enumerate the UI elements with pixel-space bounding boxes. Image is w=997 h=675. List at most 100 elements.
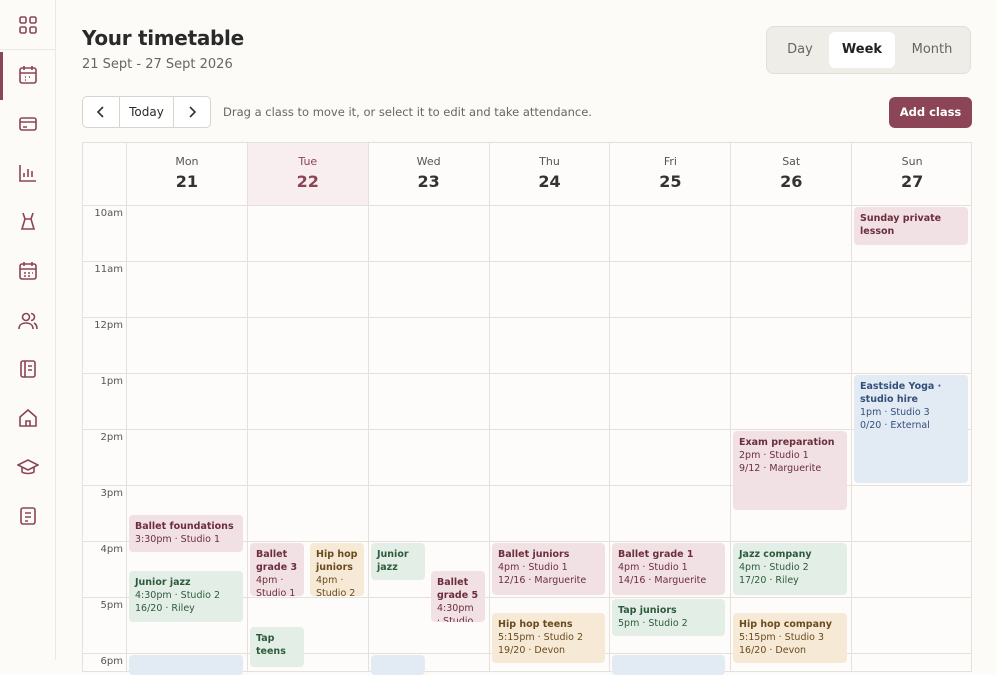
column-line [367,205,369,671]
event[interactable]: Tap teens [250,627,304,667]
event-detail: 17/20 · Riley [739,575,799,586]
event[interactable]: Hip hop company 5:15pm · Studio 3 16/20 · … [733,613,847,663]
event-detail: 16/20 · Riley [135,603,195,614]
event-title: Tap teens [256,633,286,657]
event-detail: 5:15pm · Studio 3 [739,632,824,643]
event[interactable]: Exam preparation 2pm · Studio 1 9/12 · Mar… [733,431,847,510]
day-name: Fri [663,155,677,168]
hour-label: 12pm [94,320,123,331]
hour-label: 3pm [100,488,123,499]
event-title: Sunday private lesson [860,213,942,237]
hour-label: 1pm [100,376,123,387]
event[interactable] [129,655,243,675]
event[interactable]: Ballet grade 5 4:30pm · Studio 1 [431,571,485,622]
hour-line [83,541,971,542]
notes-icon[interactable] [17,358,39,380]
people-icon[interactable] [17,310,39,332]
studio-icon[interactable] [17,407,39,429]
day-date: 22 [296,172,319,191]
add-class-button[interactable]: Add class [889,97,972,128]
column-line [246,205,248,671]
event-detail: 4pm · Studio 1 [618,562,688,573]
hour-label: 10am [94,208,123,219]
event[interactable] [612,655,725,675]
event-detail: 5:15pm · Studio 2 [498,632,583,643]
event[interactable]: Hip hop juniors 4pm · Studio 2 [310,543,364,596]
event[interactable]: Junior jazz 4:30pm · Studio 2 16/20 · Rile… [129,571,243,622]
event[interactable]: Ballet foundations 3:30pm · Studio 1 [129,515,243,552]
event[interactable]: Tap juniors 5pm · Studio 2 [612,599,725,636]
sidebar [0,0,56,660]
hour-line [83,485,971,486]
event[interactable] [371,655,425,675]
event[interactable]: Sunday private lesson [854,207,968,245]
event-title: Ballet grade 3 [256,549,298,573]
day-header[interactable]: Thu 24 [488,143,610,205]
day-name: Wed [416,155,441,168]
next-button[interactable] [173,96,211,128]
reports-icon[interactable] [17,162,39,184]
event-title: Jazz company [739,549,812,560]
event[interactable]: Junior jazz [371,543,425,580]
event[interactable]: Ballet grade 3 4pm · Studio 1 [250,543,304,596]
week-tab[interactable]: Week [829,32,895,68]
hour-line [83,317,971,318]
docs-icon[interactable] [17,505,39,527]
column-line [609,205,611,671]
timetable-icon[interactable] [17,64,39,86]
event-detail: 4pm · Studio 1 [256,575,296,596]
today-button[interactable]: Today [119,96,174,128]
costume-icon[interactable] [17,210,39,232]
event-detail: 1pm · Studio 3 [860,407,930,418]
day-date: 26 [780,172,803,191]
event-title: Tap juniors [618,605,677,616]
prev-button[interactable] [82,96,120,128]
day-date: 23 [417,172,440,191]
hour-label: 6pm [100,656,123,667]
hour-line [83,205,971,206]
event-detail: 5pm · Studio 2 [618,618,688,629]
event-detail: 0/20 · External [860,420,930,431]
event[interactable]: Ballet grade 1 4pm · Studio 1 14/16 · Marg… [612,543,725,595]
day-header[interactable]: Wed 23 [367,143,489,205]
hour-label: 2pm [100,432,123,443]
day-header[interactable]: Tue 22 [246,143,368,205]
page-title: Your timetable [82,26,244,50]
hour-line [83,429,971,430]
classes-icon[interactable] [16,456,40,478]
day-tab[interactable]: Day [787,42,813,57]
event-title: Ballet grade 1 [618,549,694,560]
day-date: 24 [538,172,561,191]
events-icon[interactable] [17,260,39,282]
page: Your timetable 21 Sept - 27 Sept 2026 Da… [0,0,972,675]
day-header[interactable]: Fri 25 [609,143,730,205]
event-detail: 9/12 · Marguerite [739,463,822,474]
event-title: Hip hop company [739,619,832,630]
event-title: Exam preparation [739,437,835,448]
column-line [488,205,490,671]
day-header[interactable]: Sat 26 [730,143,851,205]
day-header[interactable]: Mon 21 [126,143,247,205]
event-detail: 12/16 · Marguerite [498,575,587,586]
event-title: Ballet foundations [135,521,234,532]
dashboard-icon[interactable] [17,14,39,36]
event-title: Junior jazz [377,549,409,573]
event[interactable]: Ballet juniors 4pm · Studio 1 12/16 · Marg… [492,543,605,595]
hour-label: 11am [94,264,123,275]
hour-line [83,261,971,262]
event[interactable]: Hip hop teens 5:15pm · Studio 2 19/20 · De… [492,613,605,663]
day-name: Tue [298,155,318,168]
event[interactable]: Eastside Yoga · studio hire 1pm · Studio … [854,375,968,483]
event[interactable]: Jazz company 4pm · Studio 2 17/20 · Riley [733,543,847,595]
day-name: Thu [539,155,560,168]
event-detail: 19/20 · Devon [498,645,566,656]
view-switch: Day Week Month [766,26,971,74]
event-detail: 2pm · Studio 1 [739,450,809,461]
day-header[interactable]: Sun 27 [851,143,971,205]
day-name: Sun [901,155,923,168]
month-tab[interactable]: Month [911,42,953,57]
day-name: Sat [782,155,801,168]
hour-label: 4pm [100,544,123,555]
payments-icon[interactable] [17,113,39,135]
hour-label: 5pm [100,600,123,611]
